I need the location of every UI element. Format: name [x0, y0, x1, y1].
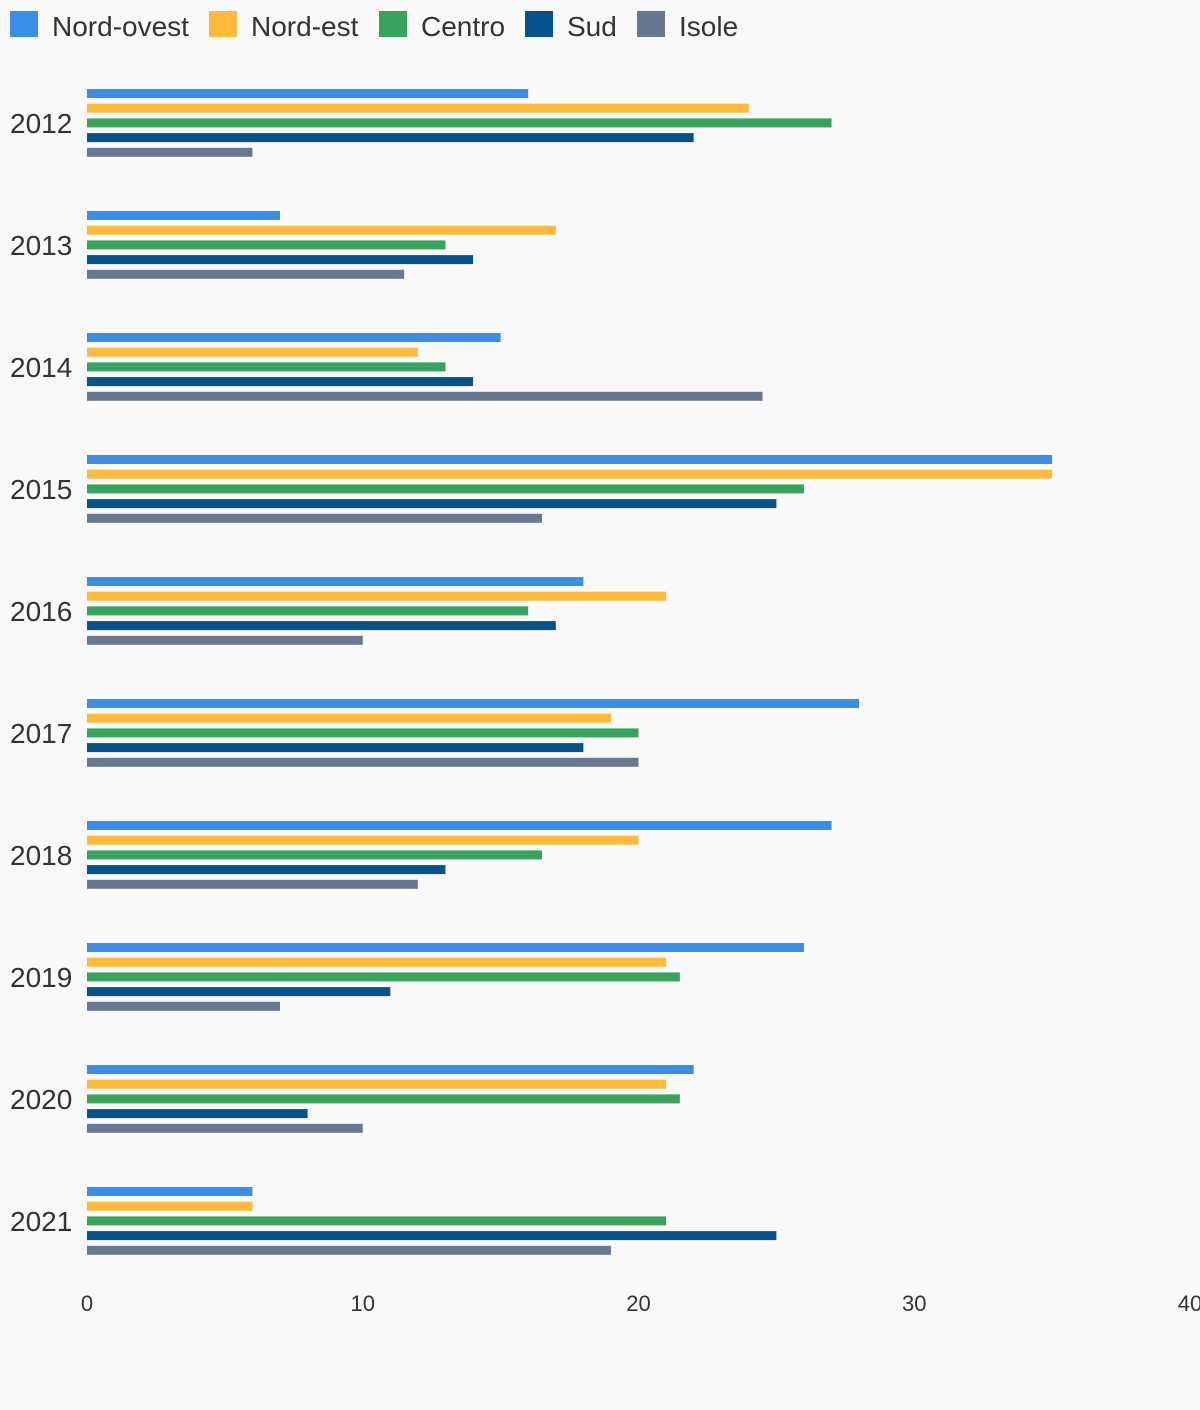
bar-2015-0	[87, 455, 1053, 464]
category-label-2012: 2012	[10, 108, 72, 139]
bar-2021-0	[87, 1187, 253, 1196]
legend-swatch-0	[10, 11, 38, 37]
bar-2014-2	[87, 362, 446, 372]
legend-label-1: Nord-est	[251, 11, 359, 42]
bar-2016-0	[87, 577, 584, 586]
bar-2019-2	[87, 972, 680, 982]
legend-swatch-4	[637, 11, 665, 37]
legend-swatch-1	[209, 11, 237, 37]
bar-2015-1	[87, 469, 1053, 479]
category-label-2016: 2016	[10, 596, 72, 627]
bar-2017-3	[87, 743, 584, 753]
bar-2020-4	[87, 1123, 363, 1133]
category-label-2020: 2020	[10, 1084, 72, 1115]
bar-2014-0	[87, 333, 501, 342]
legend-label-0: Nord-ovest	[52, 11, 189, 42]
bar-2012-3	[87, 133, 694, 143]
category-label-2019: 2019	[10, 962, 72, 993]
bar-2019-4	[87, 1001, 281, 1011]
bar-2021-2	[87, 1216, 667, 1226]
bar-2016-2	[87, 606, 529, 616]
bar-2014-4	[87, 391, 763, 401]
x-tick-label-3: 30	[902, 1291, 926, 1316]
bar-2021-4	[87, 1245, 611, 1255]
bars-group	[87, 89, 1053, 1255]
legend-label-2: Centro	[421, 11, 505, 42]
x-tick-label-4: 40	[1178, 1291, 1200, 1316]
bar-2020-0	[87, 1065, 694, 1074]
bar-2018-0	[87, 821, 832, 830]
bar-2015-4	[87, 513, 542, 523]
legend-swatch-3	[525, 11, 553, 37]
bar-2012-2	[87, 118, 832, 128]
bar-2013-1	[87, 225, 556, 235]
bar-2019-0	[87, 943, 804, 952]
bar-2017-4	[87, 757, 639, 767]
bar-2015-3	[87, 499, 777, 509]
bar-2020-2	[87, 1094, 680, 1104]
bar-2016-1	[87, 591, 667, 601]
bar-2018-3	[87, 865, 446, 875]
bar-2019-3	[87, 987, 391, 997]
bar-2018-4	[87, 879, 418, 889]
x-tick-label-2: 20	[626, 1291, 650, 1316]
bar-2017-1	[87, 713, 611, 723]
category-label-2021: 2021	[10, 1206, 72, 1237]
bar-2014-1	[87, 347, 418, 357]
category-label-2018: 2018	[10, 840, 72, 871]
bar-2017-2	[87, 728, 639, 738]
bar-2021-3	[87, 1231, 777, 1241]
bar-2012-4	[87, 147, 253, 157]
legend-swatch-2	[379, 11, 407, 37]
bar-2017-0	[87, 699, 860, 708]
bar-2020-1	[87, 1079, 667, 1089]
x-axis-ticks: 0 10 20 30 40	[81, 1291, 1200, 1316]
legend: Nord-ovest Nord-est Centro Sud Isole	[10, 11, 738, 42]
bar-2019-1	[87, 957, 667, 967]
category-label-2017: 2017	[10, 718, 72, 749]
bar-2013-4	[87, 269, 405, 279]
category-label-2013: 2013	[10, 230, 72, 261]
bar-2013-2	[87, 240, 446, 250]
legend-label-4: Isole	[679, 11, 738, 42]
bar-2016-4	[87, 635, 363, 645]
bar-2012-0	[87, 89, 529, 98]
bar-2018-2	[87, 850, 542, 860]
bar-2013-0	[87, 211, 281, 220]
bar-2018-1	[87, 835, 639, 845]
bar-2013-3	[87, 255, 474, 265]
bar-2015-2	[87, 484, 804, 494]
bar-2012-1	[87, 103, 749, 113]
x-tick-label-0: 0	[81, 1291, 93, 1316]
bar-2016-3	[87, 621, 556, 631]
bar-2014-3	[87, 377, 474, 387]
category-label-2014: 2014	[10, 352, 72, 383]
bar-2021-1	[87, 1201, 253, 1211]
legend-label-3: Sud	[567, 11, 617, 42]
category-labels: 2012 2013 2014 2015 2016 2017 2018 2019 2020 2021	[10, 108, 72, 1237]
category-label-2015: 2015	[10, 474, 72, 505]
bar-2020-3	[87, 1109, 308, 1119]
x-tick-label-1: 10	[351, 1291, 375, 1316]
